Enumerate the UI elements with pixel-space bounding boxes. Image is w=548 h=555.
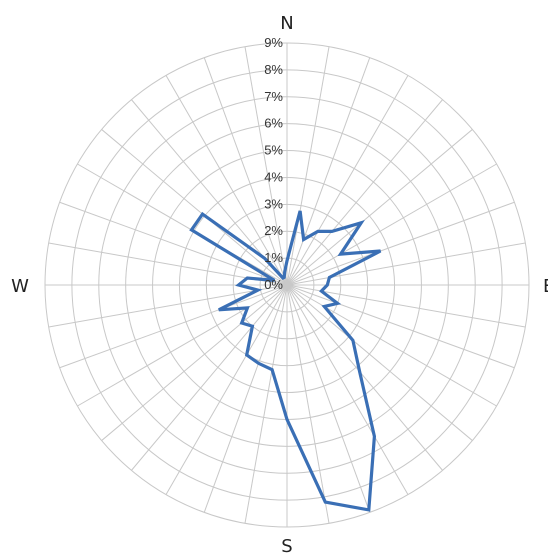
grid-spoke: [165, 75, 288, 286]
direction-labels: N E S W: [11, 13, 548, 555]
series-line: [189, 210, 382, 512]
direction-label: E: [543, 276, 548, 297]
grid-spoke: [165, 284, 288, 495]
radial-spokes: [45, 43, 529, 527]
grid-spoke: [286, 57, 371, 286]
radial-tick-label: 3%: [264, 196, 283, 211]
radial-tick-label: 9%: [264, 35, 283, 50]
grid-spoke: [286, 242, 526, 286]
direction-label: S: [281, 536, 292, 555]
grid-spoke: [286, 99, 443, 286]
grid-spoke: [244, 284, 288, 524]
grid-spoke: [101, 284, 288, 441]
radial-tick-label: 5%: [264, 143, 283, 158]
grid-spoke: [286, 163, 497, 286]
grid-spoke: [286, 284, 330, 524]
grid-spoke: [286, 284, 443, 471]
grid-spoke: [48, 284, 288, 328]
grid-spoke: [77, 284, 288, 407]
grid-spoke: [286, 201, 515, 286]
grid-spoke: [286, 284, 526, 328]
radial-tick-label: 4%: [264, 169, 283, 184]
grid-spoke: [203, 284, 288, 513]
grid-spoke: [286, 284, 409, 495]
grid-spoke: [286, 284, 515, 369]
series-layer: [189, 210, 382, 512]
grid-spoke: [286, 284, 371, 513]
grid-spoke: [286, 284, 497, 407]
radial-tick-label: 8%: [264, 62, 283, 77]
radial-tick-labels: 0% 1% 2% 3% 4% 5% 6% 7% 8% 9%: [264, 35, 283, 292]
radial-tick-label: 1%: [264, 250, 283, 265]
radial-tick-label: 7%: [264, 89, 283, 104]
grid-spoke: [286, 284, 473, 441]
direction-label: N: [280, 13, 293, 34]
grid-spoke: [77, 163, 288, 286]
grid-spoke: [203, 57, 288, 286]
grid-spoke: [131, 284, 288, 471]
radial-tick-label: 6%: [264, 116, 283, 131]
radial-tick-label: 0%: [264, 277, 283, 292]
direction-label: W: [11, 276, 29, 297]
grid-spoke: [244, 46, 288, 286]
grid-spoke: [59, 284, 288, 369]
grid-spoke: [59, 201, 288, 286]
grid-spoke: [286, 129, 473, 286]
grid-spoke: [286, 46, 330, 286]
grid-spoke: [286, 75, 409, 286]
grid-spoke: [101, 129, 288, 286]
radial-tick-label: 2%: [264, 223, 283, 238]
